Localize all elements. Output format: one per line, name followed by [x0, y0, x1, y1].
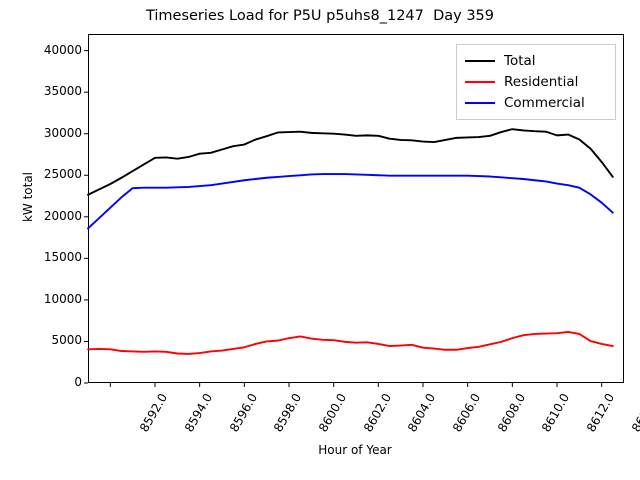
series-line-total [87, 128, 614, 196]
x-tick-label: 8608.0 [494, 391, 528, 435]
axes-frame [88, 34, 624, 383]
x-axis-label: Hour of Year [318, 443, 392, 457]
y-tick-label: 25000 [43, 167, 82, 182]
legend-label: Commercial [504, 94, 585, 111]
y-tick-label: 10000 [43, 291, 82, 306]
y-tick-label: 35000 [43, 84, 82, 99]
x-tick-label: 8602.0 [360, 391, 394, 435]
y-tick-label: 0 [74, 375, 82, 389]
legend-item-total: Total [465, 50, 607, 71]
legend-swatch-total [465, 59, 495, 62]
x-tick-label: 8596.0 [226, 391, 260, 435]
legend-label: Residential [504, 73, 579, 90]
legend-item-commercial: Commercial [465, 92, 607, 113]
x-tick-label: 8600.0 [316, 391, 350, 435]
y-tick-label: 5000 [51, 333, 82, 348]
x-tick-label: 8606.0 [450, 391, 484, 435]
y-tick-label: 40000 [43, 42, 82, 57]
x-tick-label: 8594.0 [182, 391, 216, 435]
legend-item-residential: Residential [465, 71, 607, 92]
y-tick-label: 15000 [43, 250, 82, 265]
x-tick-label: 8614.0 [628, 391, 640, 435]
chart-legend: Total Residential Commercial [456, 44, 616, 120]
y-tick-label-layer: 0 5000 10000 15000 20000 25000 30000 35000 40000 [28, 0, 82, 480]
x-tick-label: 8592.0 [137, 391, 171, 435]
series-line-commercial [87, 173, 614, 230]
x-tick-label: 8612.0 [584, 391, 618, 435]
chart-title: Timeseries Load for P5U p5uhs8_1247 Day … [145, 8, 495, 24]
x-tick-label: 8598.0 [271, 391, 305, 435]
legend-label: Total [504, 52, 536, 69]
x-tick-label: 8610.0 [539, 391, 573, 435]
series-line-residential [87, 330, 614, 355]
y-tick-label: 30000 [43, 125, 82, 140]
y-tick-label: 20000 [43, 208, 82, 223]
x-tick-label: 8604.0 [405, 391, 439, 435]
legend-swatch-residential [465, 80, 495, 83]
legend-swatch-commercial [465, 101, 495, 104]
y-axis-label: kW total [21, 171, 35, 223]
